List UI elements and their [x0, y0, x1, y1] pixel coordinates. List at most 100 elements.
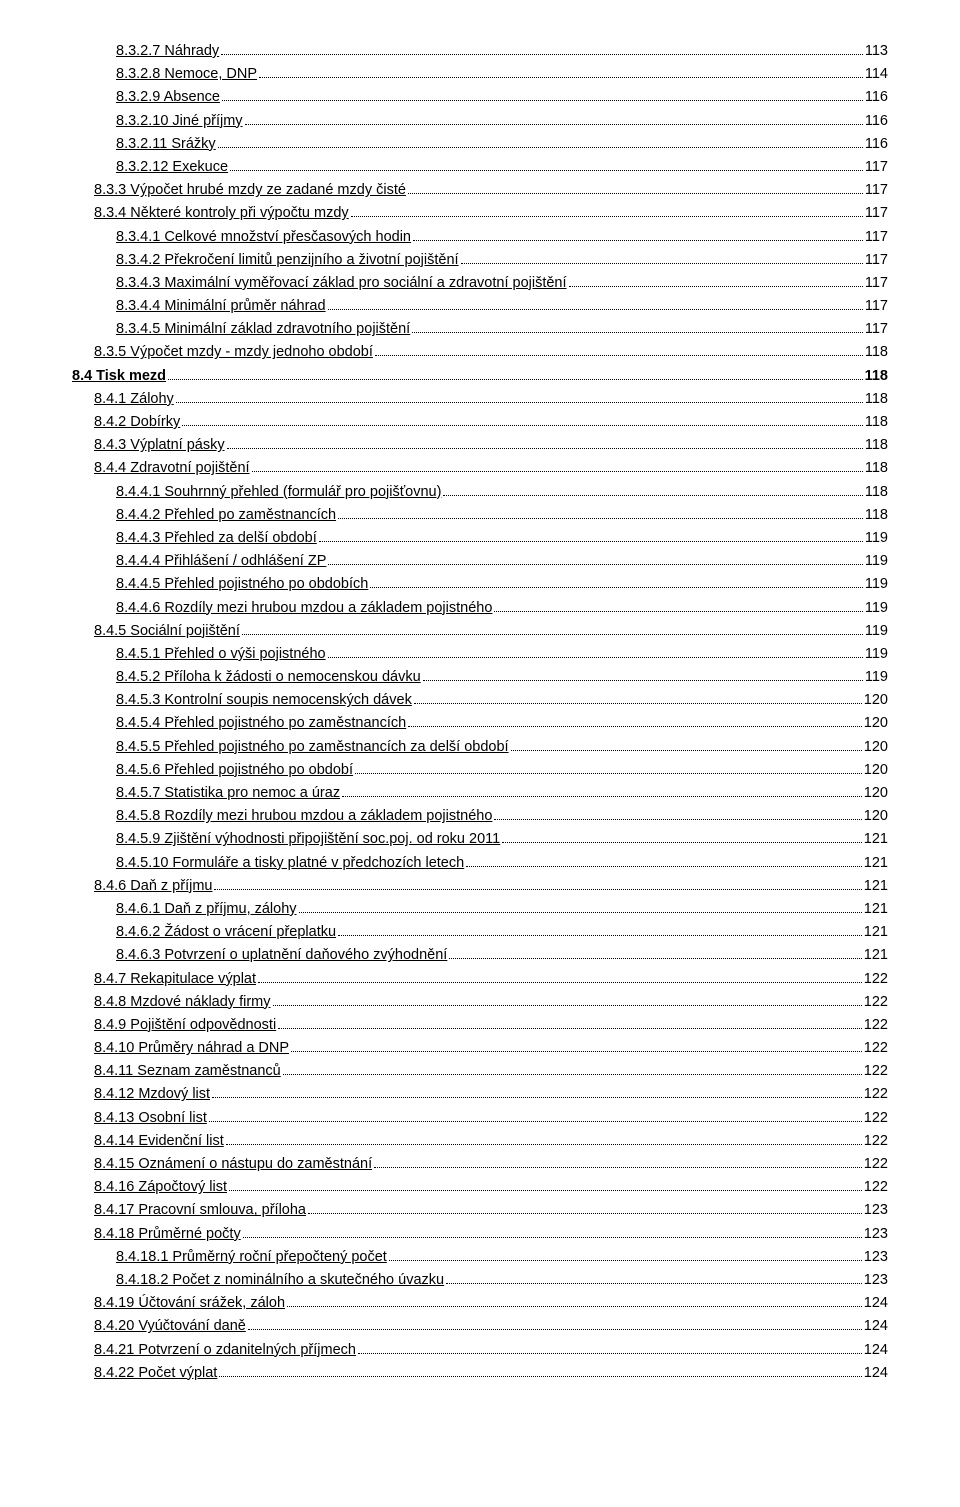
toc-leader-dots: [413, 240, 863, 241]
toc-leader-dots: [299, 912, 862, 913]
toc-link[interactable]: 8.4.5.3 Kontrolní soupis nemocenských dá…: [116, 689, 412, 712]
toc-leader-dots: [494, 611, 862, 612]
toc-link[interactable]: 8.3.4.3 Maximální vyměřovací základ pro …: [116, 272, 567, 295]
toc-link[interactable]: 8.4.4.1 Souhrnný přehled (formulář pro p…: [116, 481, 441, 504]
toc-entry: 8.4.5.2 Příloha k žádosti o nemocenskou …: [72, 666, 888, 689]
toc-page-number: 123: [864, 1246, 888, 1269]
toc-link[interactable]: 8.3.2.10 Jiné příjmy: [116, 110, 243, 133]
toc-entry: 8.4.5.6 Přehled pojistného po období 120: [72, 759, 888, 782]
toc-link[interactable]: 8.4.10 Průměry náhrad a DNP: [94, 1037, 289, 1060]
toc-link[interactable]: 8.4.6 Daň z příjmu: [94, 875, 212, 898]
toc-entry: 8.3.2.9 Absence 116: [72, 86, 888, 109]
toc-link[interactable]: 8.3.3 Výpočet hrubé mzdy ze zadané mzdy …: [94, 179, 406, 202]
toc-leader-dots: [375, 355, 863, 356]
toc-link[interactable]: 8.4.8 Mzdové náklady firmy: [94, 991, 271, 1014]
toc-page-number: 122: [864, 1060, 888, 1083]
toc-entry: 8.4.4 Zdravotní pojištění 118: [72, 457, 888, 480]
toc-entry: 8.3.2.7 Náhrady 113: [72, 40, 888, 63]
toc-leader-dots: [278, 1028, 862, 1029]
toc-link[interactable]: 8.4.2 Dobírky: [94, 411, 180, 434]
toc-link[interactable]: 8.4.4.2 Přehled po zaměstnancích: [116, 504, 336, 527]
toc-link[interactable]: 8.3.2.7 Náhrady: [116, 40, 219, 63]
toc-link[interactable]: 8.4.5.4 Přehled pojistného po zaměstnanc…: [116, 712, 406, 735]
toc-link[interactable]: 8.4.13 Osobní list: [94, 1107, 207, 1130]
toc-entry: 8.4.12 Mzdový list 122: [72, 1083, 888, 1106]
toc-link[interactable]: 8.4.20 Vyúčtování daně: [94, 1315, 246, 1338]
toc-page-number: 118: [865, 341, 888, 364]
toc-link[interactable]: 8.4.4.3 Přehled za delší období: [116, 527, 317, 550]
toc-page-number: 119: [865, 643, 888, 666]
toc-leader-dots: [214, 889, 861, 890]
toc-link[interactable]: 8.4.5.7 Statistika pro nemoc a úraz: [116, 782, 340, 805]
toc-link[interactable]: 8.4.21 Potvrzení o zdanitelných příjmech: [94, 1339, 356, 1362]
toc-link[interactable]: 8.4.22 Počet výplat: [94, 1362, 217, 1385]
toc-link[interactable]: 8.4.18 Průměrné počty: [94, 1223, 241, 1246]
toc-link[interactable]: 8.4.11 Seznam zaměstnanců: [94, 1060, 281, 1083]
toc-link[interactable]: 8.4.5.9 Zjištění výhodnosti připojištění…: [116, 828, 500, 851]
toc-page-number: 121: [864, 898, 888, 921]
toc-leader-dots: [230, 170, 863, 171]
toc-link[interactable]: 8.4.5.10 Formuláře a tisky platné v před…: [116, 852, 464, 875]
toc-link[interactable]: 8.4.9 Pojištění odpovědnosti: [94, 1014, 276, 1037]
toc-link[interactable]: 8.4.12 Mzdový list: [94, 1083, 210, 1106]
toc-link[interactable]: 8.3.4 Některé kontroly při výpočtu mzdy: [94, 202, 349, 225]
toc-link[interactable]: 8.4.4.5 Přehled pojistného po obdobích: [116, 573, 368, 596]
toc-link[interactable]: 8.4.5.1 Přehled o výši pojistného: [116, 643, 326, 666]
toc-link[interactable]: 8.4.16 Zápočtový list: [94, 1176, 227, 1199]
toc-leader-dots: [227, 448, 863, 449]
toc-link[interactable]: 8.3.4.5 Minimální základ zdravotního poj…: [116, 318, 410, 341]
toc-link[interactable]: 8.4.6.1 Daň z příjmu, zálohy: [116, 898, 297, 921]
toc-link[interactable]: 8.4.5.8 Rozdíly mezi hrubou mzdou a zákl…: [116, 805, 492, 828]
toc-entry: 8.4.2 Dobírky 118: [72, 411, 888, 434]
toc-link[interactable]: 8.3.2.12 Exekuce: [116, 156, 228, 179]
toc-link[interactable]: 8.4.6.3 Potvrzení o uplatnění daňového z…: [116, 944, 447, 967]
toc-link[interactable]: 8.4.19 Účtování srážek, záloh: [94, 1292, 285, 1315]
toc-leader-dots: [414, 703, 862, 704]
toc-entry: 8.3.5 Výpočet mzdy - mzdy jednoho období…: [72, 341, 888, 364]
toc-page-number: 123: [864, 1269, 888, 1292]
toc-link[interactable]: 8.3.5 Výpočet mzdy - mzdy jednoho období: [94, 341, 373, 364]
toc-link[interactable]: 8.4.14 Evidenční list: [94, 1130, 224, 1153]
toc-leader-dots: [412, 332, 863, 333]
toc-link[interactable]: 8.4.6.2 Žádost o vrácení přeplatku: [116, 921, 336, 944]
toc-link[interactable]: 8.4.17 Pracovní smlouva, příloha: [94, 1199, 306, 1222]
toc-link[interactable]: 8.3.2.9 Absence: [116, 86, 220, 109]
toc-link[interactable]: 8.4.5 Sociální pojištění: [94, 620, 240, 643]
toc-leader-dots: [176, 402, 863, 403]
toc-page-number: 118: [865, 365, 888, 388]
toc-entry: 8.3.4.4 Minimální průměr náhrad 117: [72, 295, 888, 318]
toc-link[interactable]: 8.4.18.2 Počet z nominálního a skutečnéh…: [116, 1269, 444, 1292]
toc-link[interactable]: 8.4.5.5 Přehled pojistného po zaměstnanc…: [116, 736, 509, 759]
toc-link[interactable]: 8.3.4.4 Minimální průměr náhrad: [116, 295, 326, 318]
toc-entry: 8.4.6.1 Daň z příjmu, zálohy 121: [72, 898, 888, 921]
toc-link[interactable]: 8.3.2.11 Srážky: [116, 133, 216, 156]
toc-leader-dots: [242, 634, 863, 635]
toc-page-number: 119: [865, 550, 888, 573]
toc-leader-dots: [319, 541, 863, 542]
toc-link[interactable]: 8.4.4.6 Rozdíly mezi hrubou mzdou a zákl…: [116, 597, 492, 620]
toc-entry: 8.3.4.2 Překročení limitů penzijního a ž…: [72, 249, 888, 272]
toc-entry: 8.3.4 Některé kontroly při výpočtu mzdy …: [72, 202, 888, 225]
toc-link[interactable]: 8.3.2.8 Nemoce, DNP: [116, 63, 257, 86]
toc-leader-dots: [209, 1121, 862, 1122]
toc-leader-dots: [222, 100, 863, 101]
toc-link[interactable]: 8.4.7 Rekapitulace výplat: [94, 968, 256, 991]
toc-link[interactable]: 8.4.4.4 Přihlášení / odhlášení ZP: [116, 550, 326, 573]
toc-leader-dots: [461, 263, 863, 264]
toc-page-number: 117: [865, 295, 888, 318]
toc-link[interactable]: 8.4.1 Zálohy: [94, 388, 174, 411]
toc-entry: 8.4.3 Výplatní pásky 118: [72, 434, 888, 457]
toc-leader-dots: [243, 1237, 862, 1238]
toc-link[interactable]: 8.4.3 Výplatní pásky: [94, 434, 225, 457]
toc-link[interactable]: 8.4.4 Zdravotní pojištění: [94, 457, 250, 480]
toc-link[interactable]: 8.4.15 Oznámení o nástupu do zaměstnání: [94, 1153, 372, 1176]
toc-link[interactable]: 8.4 Tisk mezd: [72, 365, 166, 388]
toc-link[interactable]: 8.3.4.1 Celkové množství přesčasových ho…: [116, 226, 411, 249]
toc-link[interactable]: 8.3.4.2 Překročení limitů penzijního a ž…: [116, 249, 459, 272]
toc-leader-dots: [229, 1190, 862, 1191]
toc-link[interactable]: 8.4.18.1 Průměrný roční přepočtený počet: [116, 1246, 387, 1269]
toc-link[interactable]: 8.4.5.6 Přehled pojistného po období: [116, 759, 353, 782]
toc-entry: 8.4.16 Zápočtový list 122: [72, 1176, 888, 1199]
toc-entry: 8.4.6.2 Žádost o vrácení přeplatku 121: [72, 921, 888, 944]
toc-link[interactable]: 8.4.5.2 Příloha k žádosti o nemocenskou …: [116, 666, 421, 689]
